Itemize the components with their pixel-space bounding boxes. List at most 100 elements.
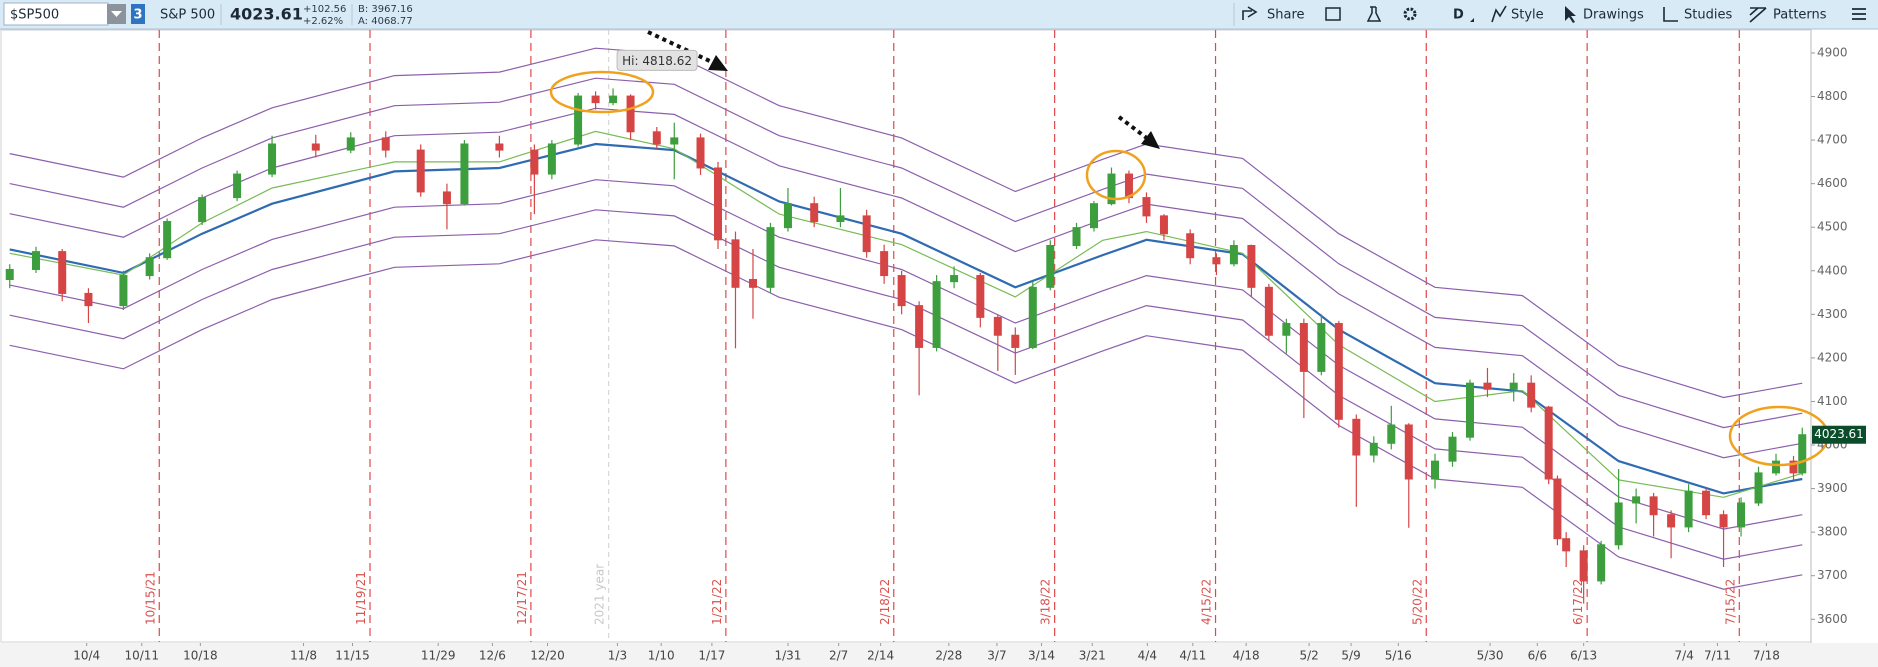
candle-body <box>163 221 172 259</box>
study-line <box>9 130 1803 498</box>
icon-buttons[interactable] <box>1325 6 1417 22</box>
x-tick-label: 12/20 <box>530 649 565 663</box>
x-tick-label: 3/21 <box>1079 649 1106 663</box>
x-tick-label: 7/18 <box>1753 649 1780 663</box>
bid: B: 3967.16 <box>358 4 413 15</box>
candle-body <box>119 275 128 307</box>
drawings-button[interactable]: Drawings <box>1565 6 1644 23</box>
candle-body <box>1483 382 1492 390</box>
candle-body <box>609 95 618 104</box>
candle-body <box>1614 502 1623 546</box>
candle-body <box>915 305 924 348</box>
candle-body <box>1107 173 1116 205</box>
studies-button[interactable]: Studies <box>1663 7 1732 23</box>
candle-body <box>1789 460 1798 474</box>
button-label[interactable]: Share <box>1267 8 1305 23</box>
study-line <box>9 142 1803 495</box>
x-tick-label: 6/6 <box>1528 649 1547 663</box>
annotation-box <box>616 49 698 71</box>
study-line <box>9 179 1803 530</box>
candle-body <box>574 95 583 145</box>
study-line <box>9 239 1803 590</box>
event-label: 3/18/22 <box>1039 579 1053 625</box>
candle-body <box>976 275 985 318</box>
arrow-head <box>708 55 728 71</box>
candle-body <box>416 149 425 193</box>
candle-body <box>1089 203 1098 229</box>
y-tick-label: 4900 <box>1817 45 1848 59</box>
candle-body <box>1527 382 1536 408</box>
candle-body <box>84 292 93 307</box>
candle-body <box>1317 322 1326 372</box>
x-tick-label: 5/9 <box>1341 649 1360 663</box>
y-tick-label: 3600 <box>1817 612 1848 626</box>
candle-body <box>58 251 67 294</box>
y-tick-label: 4300 <box>1817 307 1848 321</box>
event-label: 1/21/22 <box>710 579 724 625</box>
symbol-dropdown[interactable] <box>107 4 126 24</box>
symbol-name: S&P 500 <box>160 8 215 23</box>
patterns-button[interactable]: Patterns <box>1749 7 1827 23</box>
period-button[interactable]: D <box>1453 8 1474 23</box>
candle-body <box>696 137 705 169</box>
candle-body <box>1597 544 1606 582</box>
x-tick-label: 3/7 <box>987 649 1006 663</box>
candle-body <box>1632 496 1641 504</box>
study-line <box>9 107 1803 459</box>
symbol[interactable]: $SP500 <box>10 8 59 23</box>
study-line <box>9 47 1803 399</box>
y-tick-label: 4100 <box>1817 394 1848 408</box>
candle-body <box>1737 502 1746 528</box>
symbol-input[interactable]: $SP500 <box>3 2 109 26</box>
y-tick-label: 4700 <box>1817 133 1848 147</box>
candle-body <box>1229 245 1238 265</box>
candle-body <box>783 203 792 229</box>
candle-body <box>1159 215 1168 235</box>
candle-body <box>591 95 600 104</box>
candle-body <box>442 191 451 205</box>
candle-body <box>1352 418 1361 456</box>
candle-body <box>1142 197 1151 217</box>
candle-body <box>311 143 320 151</box>
button-label[interactable]: Studies <box>1684 8 1732 23</box>
candle-body <box>1046 245 1055 288</box>
ask: A: 4068.77 <box>358 16 413 27</box>
candle-body <box>547 143 556 175</box>
button-label[interactable]: Patterns <box>1773 8 1827 23</box>
event-label: 10/15/21 <box>143 571 157 625</box>
x-tick-label: 1/31 <box>774 649 801 663</box>
candle-body <box>1798 434 1807 474</box>
style-button[interactable]: Style <box>1491 5 1544 23</box>
y-tick-label: 3800 <box>1817 525 1848 539</box>
x-tick-label: 1/17 <box>698 649 725 663</box>
y-tick-label: 4600 <box>1817 176 1848 190</box>
button-label[interactable]: D <box>1453 8 1464 23</box>
candle-body <box>1465 382 1474 438</box>
candle-body <box>880 251 889 277</box>
button-label[interactable]: Style <box>1511 8 1544 23</box>
button-label[interactable]: Drawings <box>1583 8 1644 23</box>
x-tick-label: 3/14 <box>1028 649 1055 663</box>
candle-body <box>1649 496 1658 516</box>
overlay-layer: 3600370038003900400041004200430044004500… <box>73 45 1866 663</box>
x-tick-label: 1/10 <box>648 649 675 663</box>
candle-body <box>1544 406 1553 480</box>
link-number[interactable]: 3 <box>133 8 142 23</box>
event-label: 4/15/22 <box>1200 579 1214 625</box>
highlight-ellipse <box>1085 149 1147 201</box>
candle-body <box>932 281 941 348</box>
share-button[interactable]: Share <box>1242 6 1305 23</box>
menu-button[interactable] <box>1852 8 1866 20</box>
link-button[interactable]: 3 <box>131 4 145 24</box>
arrow-head <box>1141 131 1160 149</box>
candle-body <box>381 137 390 151</box>
x-axis-band <box>0 643 1878 667</box>
candle-body <box>1212 257 1221 265</box>
candle-body <box>1404 424 1413 480</box>
candle-body <box>495 143 504 151</box>
candle-body <box>31 251 40 270</box>
candle-body <box>1299 322 1308 372</box>
x-tick-label: 4/4 <box>1138 649 1157 663</box>
candle-body <box>1562 538 1571 552</box>
